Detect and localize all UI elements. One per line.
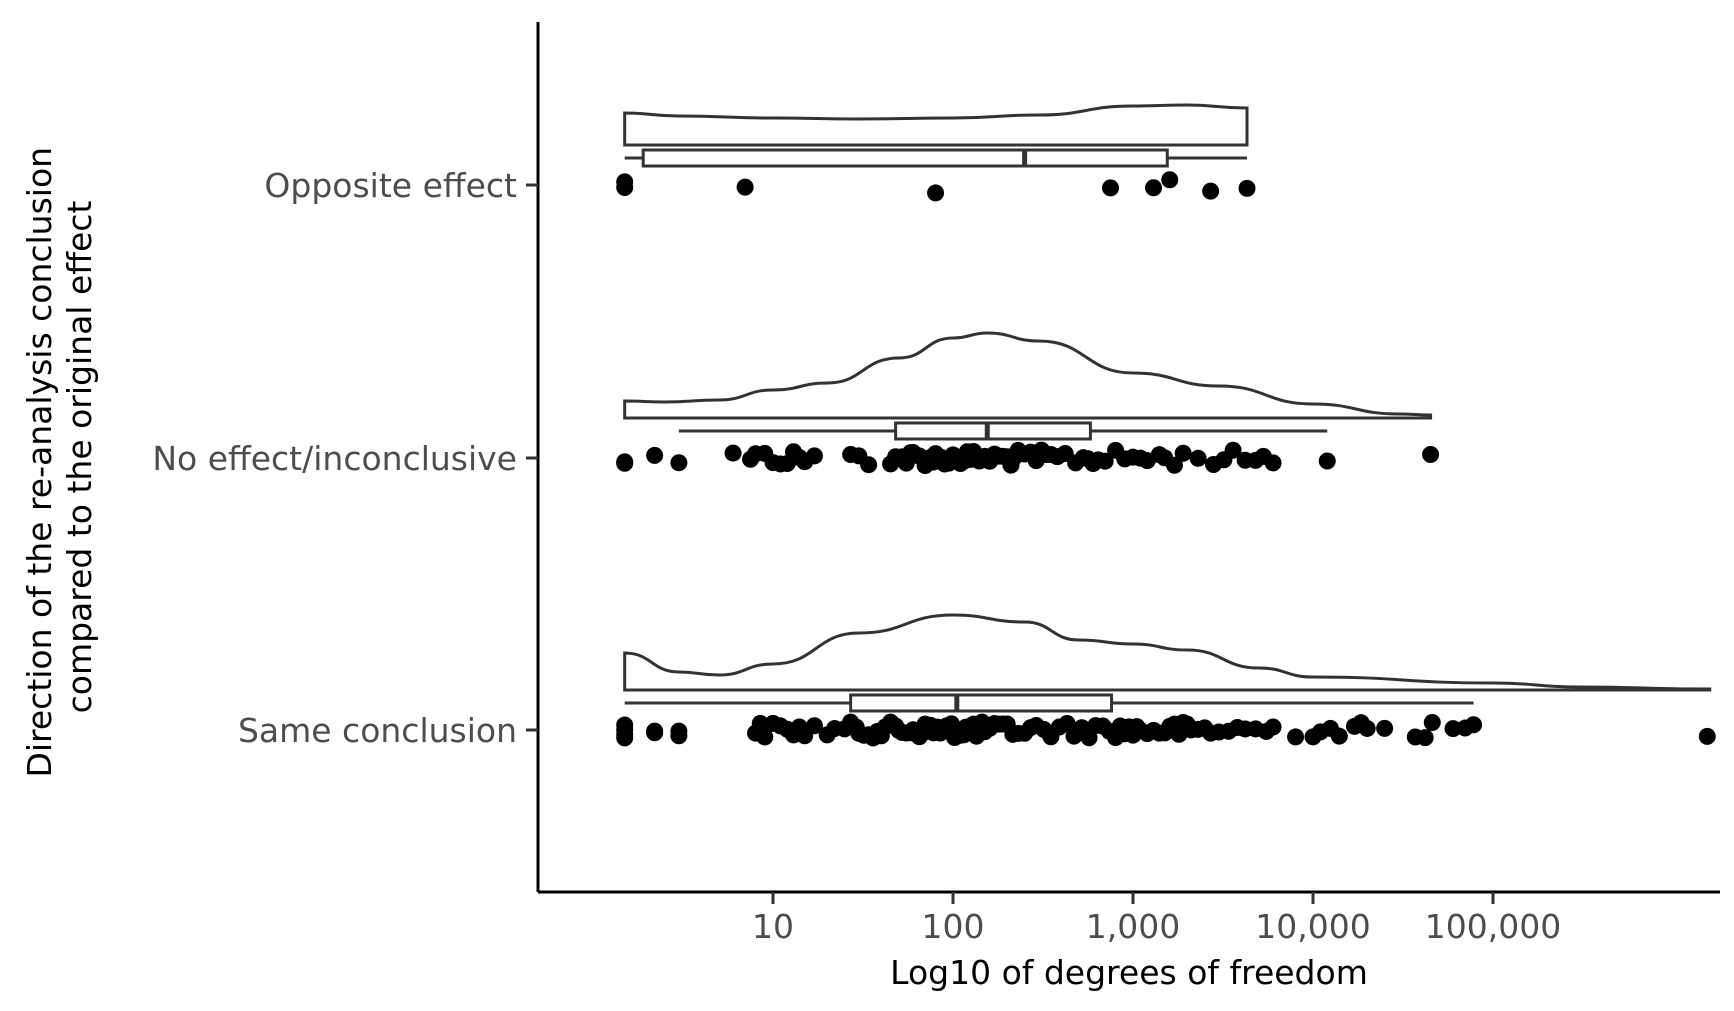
y-axis-title-line-1: Direction of the re-analysis conclusion (20, 147, 59, 778)
data-point (1145, 179, 1163, 197)
data-point (1287, 728, 1305, 746)
data-point (1422, 446, 1440, 464)
data-point (616, 453, 634, 471)
points-layer (616, 171, 1716, 747)
box-0 (641, 148, 1169, 168)
data-point (1102, 179, 1120, 197)
density-1 (623, 331, 1433, 420)
data-point (1330, 727, 1348, 745)
y-tick-label: No effect/inconclusive (152, 439, 517, 478)
data-point (860, 456, 878, 474)
data-point (1202, 182, 1220, 200)
data-point (1224, 441, 1242, 459)
data-point (1465, 716, 1483, 734)
data-point (616, 716, 634, 734)
data-point (1058, 715, 1076, 733)
y-tick-label: Opposite effect (264, 166, 517, 205)
data-point (751, 714, 769, 732)
data-point (616, 173, 634, 191)
y-axis-title: Direction of the re-analysis conclusion … (20, 136, 99, 777)
box-1 (894, 421, 1092, 441)
data-point (927, 184, 945, 202)
data-point (805, 717, 823, 735)
data-point (1444, 720, 1462, 738)
density-0 (623, 103, 1249, 147)
y-tick-label: Same conclusion (238, 711, 517, 750)
data-point (724, 444, 742, 462)
x-tick-label: 1,000 (1086, 907, 1180, 946)
data-point (1416, 729, 1434, 747)
data-point (1189, 449, 1207, 467)
y-axis-title-line-2: compared to the original effect (60, 201, 99, 714)
data-point (646, 724, 664, 742)
data-point (736, 178, 754, 196)
y-axis-ticks: Opposite effect No effect/inconclusive Sam… (152, 166, 538, 750)
x-axis-ticks: 10 100 1,000 10,000 100,000 (752, 892, 1561, 946)
density-2 (623, 613, 1712, 692)
x-tick-label: 10,000 (1255, 907, 1370, 946)
data-point (1376, 719, 1394, 737)
box-2 (849, 693, 1114, 713)
x-tick-label: 100 (922, 907, 985, 946)
data-point (1165, 456, 1183, 474)
boxplot-layer (624, 148, 1474, 713)
data-point (756, 728, 774, 746)
data-point (1161, 171, 1179, 189)
data-point (1096, 452, 1114, 470)
data-point (670, 722, 688, 740)
data-point (1358, 719, 1376, 737)
x-axis-title: Log10 of degrees of freedom (890, 953, 1368, 992)
data-point (1423, 714, 1441, 732)
data-point (1318, 452, 1336, 470)
data-point (1698, 727, 1716, 745)
data-point (1238, 179, 1256, 197)
density-layer (623, 103, 1712, 692)
data-point (1264, 718, 1282, 736)
x-tick-label: 10 (752, 907, 794, 946)
data-point (646, 446, 664, 464)
data-point (1264, 454, 1282, 472)
data-point (670, 454, 688, 472)
data-point (1174, 444, 1192, 462)
data-point (805, 447, 823, 465)
x-tick-label: 100,000 (1425, 907, 1561, 946)
